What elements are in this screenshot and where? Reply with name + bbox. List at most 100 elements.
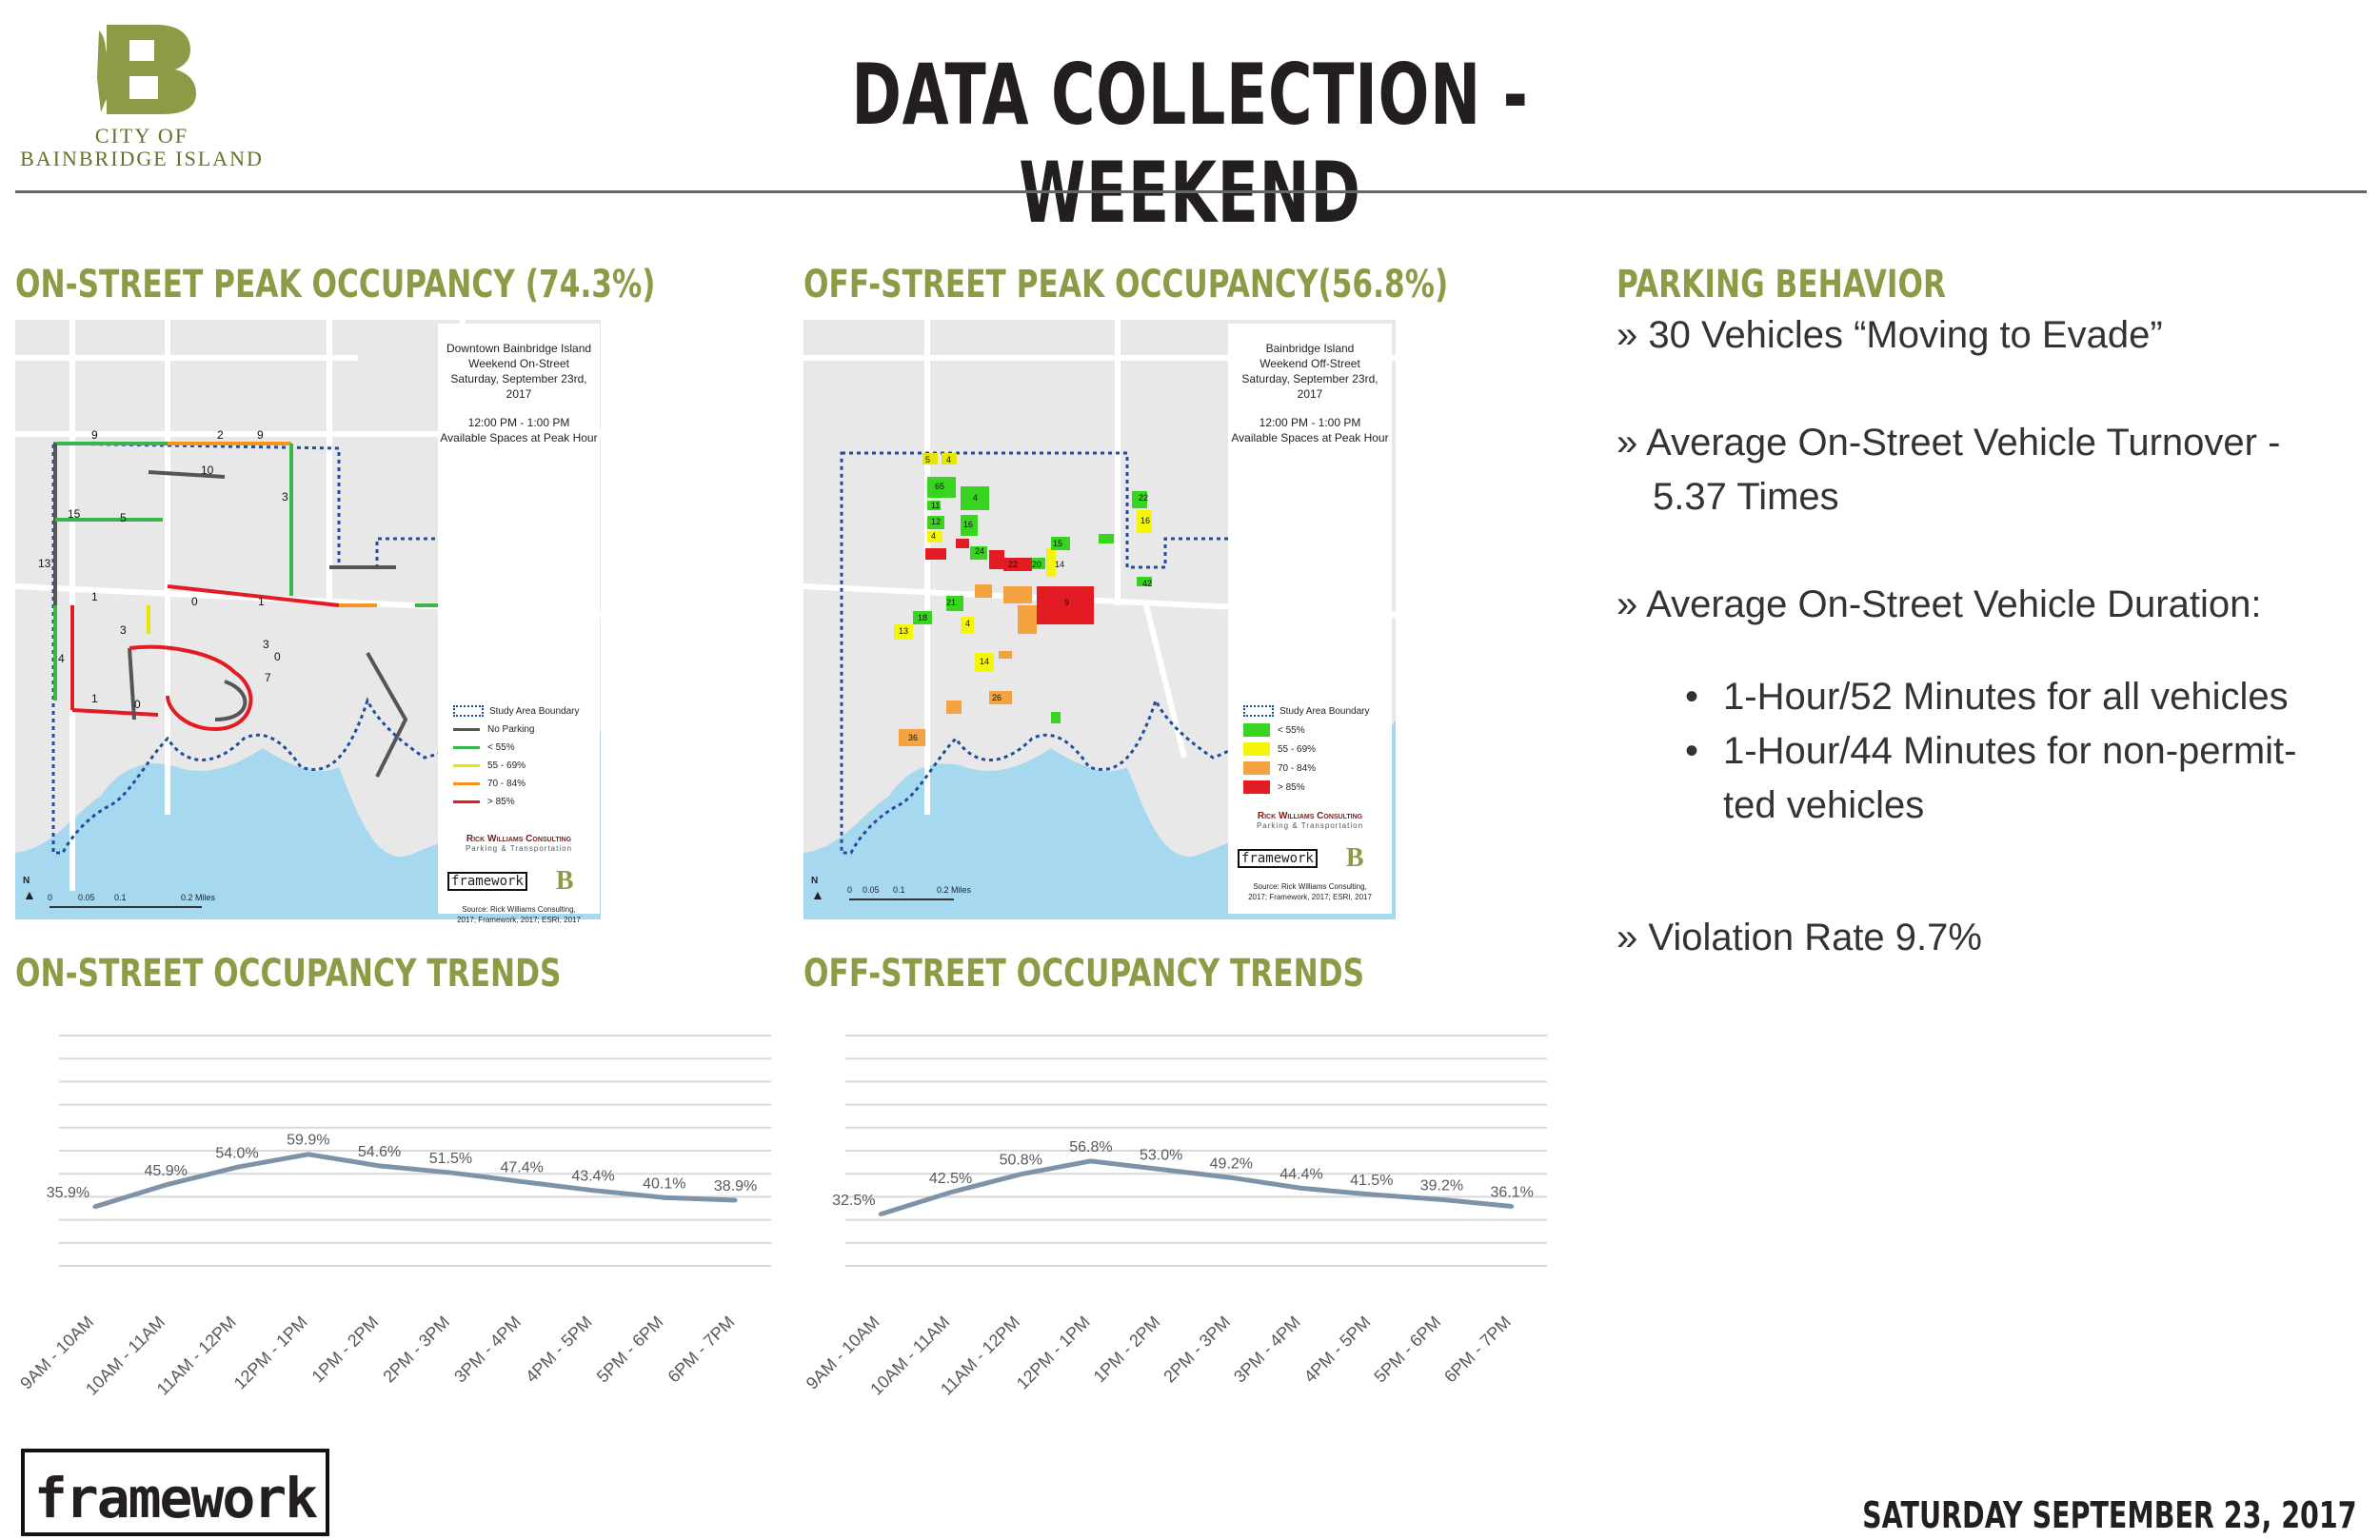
onstreet-data-label: 54.6% <box>358 1144 401 1160</box>
svg-text:26: 26 <box>992 693 1002 702</box>
svg-text:22: 22 <box>1008 560 1018 569</box>
offstreet-map-title-3: Saturday, September 23rd, 2017 <box>1241 372 1378 401</box>
onstreet-point <box>733 1198 738 1203</box>
offstreet-data-label: 39.2% <box>1420 1177 1463 1194</box>
offstreet-point <box>1369 1193 1374 1197</box>
behavior-item-turnover: » Average On-Street Vehicle Turnover - 5… <box>1616 422 2281 518</box>
offstreet-data-label: 42.5% <box>929 1171 972 1187</box>
scale-0: 0 <box>847 885 853 895</box>
footer-date: SATURDAY SEPTEMBER 23, 2017 <box>1862 1494 2357 1536</box>
scale-02: 0.2 Miles <box>181 893 216 902</box>
svg-text:0: 0 <box>191 595 198 608</box>
onstreet-map-title-3: Saturday, September 23rd, 2017 <box>450 372 587 401</box>
behavior-item-violation: » Violation Rate 9.7% <box>1616 917 1982 958</box>
framework-logo: framework <box>33 1466 318 1530</box>
offstreet-series-line <box>880 1158 1513 1217</box>
svg-text:4: 4 <box>973 493 978 503</box>
offstreet-tick-label: 2PM - 3PM <box>1160 1313 1234 1387</box>
onstreet-data-label: 47.4% <box>501 1159 544 1175</box>
svg-text:4: 4 <box>931 531 936 541</box>
svg-text:3: 3 <box>282 490 288 503</box>
svg-text:36: 36 <box>908 733 918 742</box>
svg-text:1: 1 <box>91 692 98 705</box>
offstreet-tick-label: 12PM - 1PM <box>1013 1313 1094 1393</box>
onstreet-tick-label: 1PM - 2PM <box>308 1313 383 1387</box>
onstreet-tick-label: 2PM - 3PM <box>379 1313 453 1387</box>
svg-text:4: 4 <box>965 619 970 628</box>
legend-gt85: > 85% <box>1278 782 1305 793</box>
svg-text:9: 9 <box>91 428 98 442</box>
offstreet-point <box>1229 1175 1234 1180</box>
svg-text:0: 0 <box>134 698 141 711</box>
offstreet-point <box>948 1190 953 1194</box>
onstreet-series-line <box>93 1152 736 1210</box>
offstreet-map-time: 12:00 PM - 1:00 PM <box>1259 416 1361 429</box>
legend-gt85: > 85% <box>487 797 515 807</box>
onstreet-data-label: 45.9% <box>145 1163 188 1179</box>
onstreet-map-time: 12:00 PM - 1:00 PM <box>467 416 570 429</box>
scale-02: 0.2 Miles <box>937 885 972 895</box>
logo-line1: CITY OF <box>94 124 189 148</box>
offstreet-map-title-2: Weekend Off-Street <box>1259 357 1360 370</box>
svg-text:9: 9 <box>1064 598 1069 607</box>
svg-text:12: 12 <box>931 517 941 526</box>
onstreet-point <box>306 1152 310 1156</box>
offstreet-tick-label: 5PM - 6PM <box>1370 1313 1444 1387</box>
offstreet-point <box>1088 1158 1093 1163</box>
svg-text:14: 14 <box>1055 560 1064 569</box>
scale-0: 0 <box>48 893 53 902</box>
offstreet-data-label: 36.1% <box>1490 1184 1533 1200</box>
svg-text:13: 13 <box>38 557 51 570</box>
onstreet-map-title-2: Weekend On-Street <box>468 357 569 370</box>
svg-text:0: 0 <box>274 650 281 663</box>
offstreet-tick-label: 4PM - 5PM <box>1300 1313 1375 1387</box>
svg-text:3: 3 <box>263 638 269 651</box>
north-arrow-icon: N <box>23 876 30 886</box>
offstreet-scale-bar: N ▲ 0 0.05 0.1 0.2 Miles <box>811 872 1021 914</box>
onstreet-map-legend: Study Area Boundary No Parking < 55% 55 … <box>453 702 600 811</box>
onstreet-point <box>377 1163 382 1168</box>
svg-text:21: 21 <box>946 598 956 607</box>
offstreet-data-label: 44.4% <box>1279 1166 1322 1182</box>
map-source-2: 2017; Framework, 2017; ESRI, 2017 <box>1248 893 1372 901</box>
svg-text:9: 9 <box>257 428 264 442</box>
scale-005: 0.05 <box>863 885 880 895</box>
svg-text:42: 42 <box>1142 579 1152 588</box>
onstreet-tick-label: 4PM - 5PM <box>522 1313 596 1387</box>
onstreet-data-label: 51.5% <box>429 1151 472 1167</box>
framework-mini-logo: framework <box>1238 849 1318 868</box>
offstreet-point <box>1510 1204 1515 1209</box>
offstreet-data-label: 41.5% <box>1350 1173 1393 1189</box>
onstreet-scale-bar: N ▲ 0 0.05 0.1 0.2 Miles <box>23 872 232 914</box>
offstreet-map-legend: Study Area Boundary < 55% 55 - 69% 70 - … <box>1243 702 1392 798</box>
north-arrow-glyph: ▲ <box>811 887 824 902</box>
scale-005: 0.05 <box>78 893 95 902</box>
north-arrow-glyph: ▲ <box>23 887 36 902</box>
svg-text:15: 15 <box>1053 539 1062 548</box>
bullet-icon: • <box>1685 730 1699 772</box>
duration-sublist: • 1-Hour/52 Minutes for all vehicles • 1-H… <box>1616 670 2340 833</box>
map-source-1: Source: Rick Williams Consulting, <box>1253 882 1367 891</box>
svg-text:1: 1 <box>258 595 265 608</box>
offstreet-data-label: 53.0% <box>1140 1148 1182 1164</box>
bullet-icon: • <box>1685 676 1699 718</box>
city-mini-logo: B <box>555 866 574 896</box>
legend-lt55: < 55% <box>1278 725 1305 736</box>
svg-text:5: 5 <box>925 455 930 464</box>
svg-text:3: 3 <box>120 623 127 637</box>
offstreet-point <box>1019 1172 1023 1176</box>
consultant-name: Rick Williams Consulting <box>1257 811 1363 821</box>
svg-text:1: 1 <box>91 590 98 603</box>
offstreet-data-label: 56.8% <box>1069 1139 1112 1155</box>
svg-text:15: 15 <box>68 507 81 521</box>
offstreet-point <box>1159 1167 1163 1172</box>
onstreet-data-label: 43.4% <box>571 1169 614 1185</box>
legend-lt55: < 55% <box>487 742 515 753</box>
svg-text:16: 16 <box>963 520 973 529</box>
svg-text:20: 20 <box>1032 560 1041 569</box>
onstreet-point <box>448 1171 453 1175</box>
onstreet-map-subtitle: Available Spaces at Peak Hour <box>440 431 598 444</box>
onstreet-point <box>92 1204 97 1209</box>
legend-boundary: Study Area Boundary <box>1279 706 1370 717</box>
